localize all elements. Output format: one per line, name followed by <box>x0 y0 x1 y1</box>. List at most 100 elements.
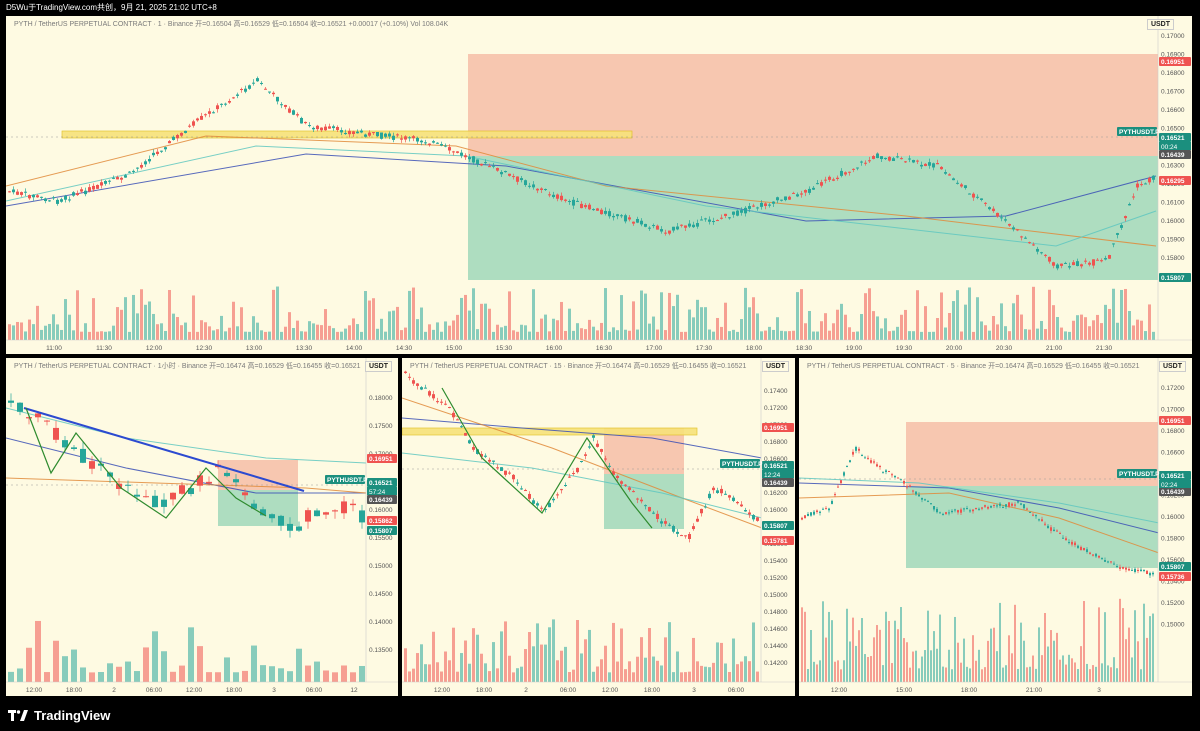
volume-bar <box>592 326 595 340</box>
volume-bar <box>724 663 727 682</box>
volume-bar <box>800 289 803 340</box>
volume-bar <box>819 660 821 682</box>
candle-body <box>12 189 15 193</box>
volume-bar <box>948 312 951 340</box>
volume-bar <box>804 611 806 682</box>
candle-body <box>831 500 833 504</box>
chart-pane-1h[interactable]: PYTH / TetherUS PERPETUAL CONTRACT · 1小时… <box>6 358 398 696</box>
candle-body <box>840 170 843 176</box>
volume-bar <box>884 318 887 340</box>
candle-body <box>71 447 77 449</box>
candle-body <box>1052 262 1055 266</box>
candle-body <box>520 488 523 490</box>
candle-body <box>600 449 603 452</box>
volume-bar <box>314 661 320 682</box>
time-tick-label: 12:30 <box>196 345 213 352</box>
volume-bar <box>873 637 875 682</box>
candle-body <box>456 151 459 153</box>
candle-body <box>17 402 23 412</box>
volume-bar <box>1096 314 1099 340</box>
volume-bar <box>1152 613 1154 682</box>
volume-bar <box>612 622 615 682</box>
volume-bar <box>468 663 471 682</box>
candle-body <box>849 460 851 463</box>
time-tick-label: 18:30 <box>796 345 813 352</box>
volume-bar <box>152 631 158 682</box>
volume-bar <box>1077 669 1079 682</box>
price-label-text: 0.16951 <box>1161 59 1185 66</box>
volume-bar <box>716 317 719 340</box>
candle-body <box>744 510 747 512</box>
time-tick-label: 18:00 <box>226 687 243 694</box>
price-tick-label: 0.16500 <box>1161 126 1185 133</box>
candle-body <box>1112 243 1115 245</box>
volume-bar <box>144 304 147 340</box>
candle-body <box>1035 515 1037 517</box>
volume-bar <box>328 325 331 340</box>
candle-body <box>440 144 443 146</box>
tradingview-logo-icon[interactable] <box>8 709 28 722</box>
time-tick-label: 06:00 <box>146 687 163 694</box>
volume-bar <box>680 331 683 340</box>
currency-unit-button[interactable]: USDT <box>1146 19 1174 30</box>
price-tick-label: 0.15800 <box>1161 255 1185 262</box>
currency-unit-button[interactable]: USDT <box>1158 361 1186 372</box>
volume-bar <box>1012 303 1015 340</box>
chart-pane-15m[interactable]: PYTH / TetherUS PERPETUAL CONTRACT · 15 … <box>402 358 795 696</box>
currency-unit-button[interactable]: USDT <box>761 361 789 372</box>
candle-body <box>652 512 655 514</box>
candle-body <box>904 161 907 163</box>
volume-bar <box>748 307 751 340</box>
volume-bar <box>80 331 83 340</box>
volume-bar <box>700 665 703 682</box>
volume-bar <box>1083 601 1085 682</box>
candle-body <box>928 162 931 166</box>
candle-body <box>608 211 611 217</box>
currency-unit-button[interactable]: USDT <box>364 361 392 372</box>
volume-bar <box>436 322 439 340</box>
candle-body <box>464 433 467 436</box>
volume-bar <box>600 322 603 340</box>
candle-body <box>993 504 995 506</box>
candle-body <box>1125 567 1127 570</box>
candle-body <box>176 135 179 139</box>
candle-body <box>756 517 759 521</box>
price-label-text: 0.16951 <box>369 456 393 463</box>
volume-bar <box>996 651 998 682</box>
candle-body <box>404 371 407 373</box>
candle-body <box>656 513 659 519</box>
candle-body <box>128 171 131 173</box>
candle-body <box>680 535 683 537</box>
chart-pane-5m[interactable]: PYTH / TetherUS PERPETUAL CONTRACT · 5 ·… <box>799 358 1192 696</box>
candle-body <box>963 508 965 510</box>
volume-bar <box>1104 612 1106 682</box>
candle-body <box>1064 262 1067 264</box>
price-tick-label: 0.16600 <box>764 456 788 463</box>
volume-bar <box>1052 305 1055 340</box>
candle-body <box>76 193 79 196</box>
candle-body <box>272 92 275 95</box>
volume-bar <box>156 324 159 340</box>
candle-body <box>1056 264 1059 269</box>
volume-bar <box>867 656 869 682</box>
candle-body <box>179 485 185 494</box>
candle-body <box>304 121 307 124</box>
volume-bar <box>188 331 191 340</box>
candle-body <box>1029 511 1031 513</box>
volume-bar <box>392 310 395 340</box>
candle-body <box>1071 541 1073 545</box>
volume-bar <box>843 660 845 682</box>
volume-bar <box>978 649 980 682</box>
candle-body <box>636 218 639 223</box>
volume-bar <box>980 321 983 340</box>
price-tick-label: 0.15200 <box>764 575 788 582</box>
volume-bar <box>296 320 299 340</box>
volume-bar <box>1068 654 1070 682</box>
candle-body <box>8 191 11 193</box>
main-chart-pane-1m[interactable]: PYTH / TetherUS PERPETUAL CONTRACT · 1 ·… <box>6 16 1192 354</box>
volume-bar <box>352 318 355 340</box>
volume-bar <box>512 672 515 682</box>
volume-bar <box>492 642 495 682</box>
volume-bar <box>312 323 315 340</box>
candle-body <box>1032 514 1034 516</box>
